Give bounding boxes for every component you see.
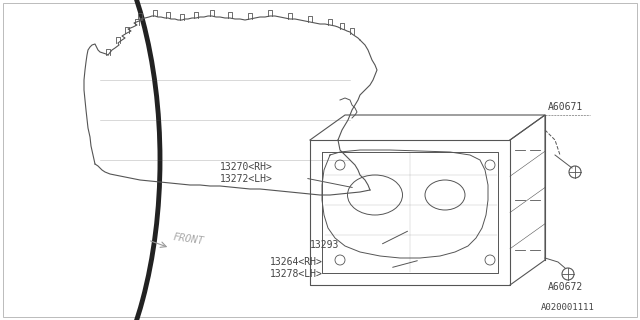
Text: 13272<LH>: 13272<LH>	[220, 174, 273, 184]
Text: 13264<RH>: 13264<RH>	[270, 257, 323, 267]
Text: 13270<RH>: 13270<RH>	[220, 162, 273, 172]
Text: 13293: 13293	[310, 240, 339, 250]
Text: A60672: A60672	[548, 282, 583, 292]
Text: 13278<LH>: 13278<LH>	[270, 269, 323, 279]
Text: FRONT: FRONT	[172, 232, 204, 246]
Text: A020001111: A020001111	[541, 303, 595, 312]
Text: A60671: A60671	[548, 102, 583, 112]
